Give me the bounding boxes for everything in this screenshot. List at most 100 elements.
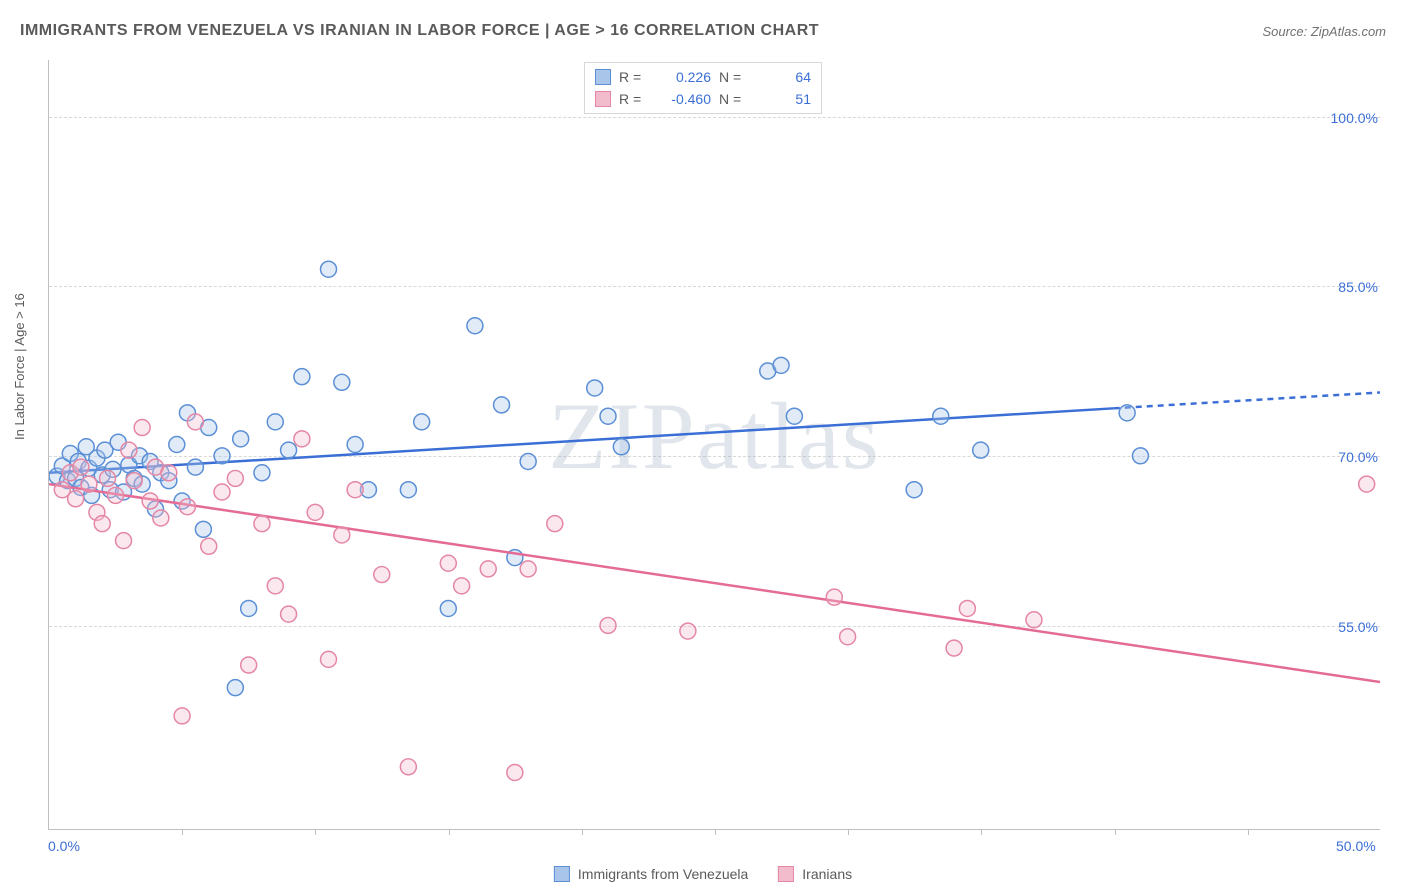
- x-tick: [1115, 829, 1116, 835]
- n-label: N =: [719, 66, 747, 88]
- point-venezuela: [187, 459, 203, 475]
- point-venezuela: [973, 442, 989, 458]
- point-venezuela: [214, 448, 230, 464]
- point-iranians: [121, 442, 137, 458]
- point-iranians: [73, 459, 89, 475]
- x-tick: [449, 829, 450, 835]
- r-label: R =: [619, 66, 647, 88]
- series-legend: Immigrants from Venezuela Iranians: [554, 866, 852, 882]
- point-venezuela: [294, 369, 310, 385]
- point-iranians: [68, 491, 84, 507]
- point-venezuela: [494, 397, 510, 413]
- x-tick: [848, 829, 849, 835]
- correlation-legend: R = 0.226 N = 64 R = -0.460 N = 51: [584, 62, 822, 114]
- point-venezuela: [241, 600, 257, 616]
- point-iranians: [826, 589, 842, 605]
- point-iranians: [400, 759, 416, 775]
- legend-item-venezuela: Immigrants from Venezuela: [554, 866, 748, 882]
- point-venezuela: [600, 408, 616, 424]
- y-axis-label: In Labor Force | Age > 16: [12, 293, 27, 440]
- point-iranians: [100, 470, 116, 486]
- legend-label-iranians: Iranians: [802, 866, 852, 882]
- legend-label-venezuela: Immigrants from Venezuela: [578, 866, 748, 882]
- swatch-blue: [595, 69, 611, 85]
- point-iranians: [547, 516, 563, 532]
- point-iranians: [201, 538, 217, 554]
- n-label: N =: [719, 88, 747, 110]
- point-iranians: [959, 600, 975, 616]
- point-iranians: [267, 578, 283, 594]
- point-iranians: [241, 657, 257, 673]
- point-iranians: [174, 708, 190, 724]
- point-iranians: [108, 487, 124, 503]
- point-venezuela: [400, 482, 416, 498]
- x-tick: [981, 829, 982, 835]
- x-tick: [182, 829, 183, 835]
- point-iranians: [1359, 476, 1375, 492]
- n-value-iranians: 51: [755, 88, 811, 110]
- trend-line-iranians: [49, 484, 1380, 682]
- point-iranians: [126, 473, 142, 489]
- point-iranians: [600, 617, 616, 633]
- point-iranians: [281, 606, 297, 622]
- point-venezuela: [587, 380, 603, 396]
- point-venezuela: [520, 453, 536, 469]
- point-iranians: [142, 493, 158, 509]
- point-iranians: [1026, 612, 1042, 628]
- point-iranians: [321, 651, 337, 667]
- point-iranians: [307, 504, 323, 520]
- point-venezuela: [906, 482, 922, 498]
- point-iranians: [946, 640, 962, 656]
- point-iranians: [81, 476, 97, 492]
- point-iranians: [840, 629, 856, 645]
- point-venezuela: [1132, 448, 1148, 464]
- source-attribution: Source: ZipAtlas.com: [1262, 24, 1386, 39]
- point-venezuela: [347, 437, 363, 453]
- legend-item-iranians: Iranians: [778, 866, 852, 882]
- point-iranians: [227, 470, 243, 486]
- point-venezuela: [227, 680, 243, 696]
- point-venezuela: [195, 521, 211, 537]
- point-venezuela: [267, 414, 283, 430]
- swatch-pink: [778, 866, 794, 882]
- point-iranians: [134, 420, 150, 436]
- point-venezuela: [233, 431, 249, 447]
- point-venezuela: [169, 437, 185, 453]
- point-iranians: [254, 516, 270, 532]
- point-iranians: [520, 561, 536, 577]
- point-iranians: [116, 533, 132, 549]
- legend-row-iranians: R = -0.460 N = 51: [595, 88, 811, 110]
- trend-line-dash-venezuela: [1114, 392, 1380, 408]
- point-venezuela: [414, 414, 430, 430]
- scatter-plot: [49, 60, 1380, 829]
- point-iranians: [94, 516, 110, 532]
- r-label: R =: [619, 88, 647, 110]
- x-tick: [582, 829, 583, 835]
- x-tick: [315, 829, 316, 835]
- chart-area: ZIPatlas: [48, 60, 1380, 830]
- point-venezuela: [467, 318, 483, 334]
- point-iranians: [440, 555, 456, 571]
- point-iranians: [179, 499, 195, 515]
- point-venezuela: [254, 465, 270, 481]
- point-venezuela: [773, 357, 789, 373]
- x-tick: [1248, 829, 1249, 835]
- point-venezuela: [281, 442, 297, 458]
- point-venezuela: [933, 408, 949, 424]
- point-iranians: [454, 578, 470, 594]
- point-venezuela: [786, 408, 802, 424]
- point-iranians: [187, 414, 203, 430]
- point-venezuela: [1119, 405, 1135, 421]
- trend-line-venezuela: [49, 408, 1114, 472]
- swatch-pink: [595, 91, 611, 107]
- x-tick-label: 50.0%: [1336, 838, 1376, 854]
- point-iranians: [680, 623, 696, 639]
- chart-title: IMMIGRANTS FROM VENEZUELA VS IRANIAN IN …: [20, 22, 819, 40]
- legend-row-venezuela: R = 0.226 N = 64: [595, 66, 811, 88]
- r-value-iranians: -0.460: [655, 88, 711, 110]
- point-iranians: [294, 431, 310, 447]
- point-venezuela: [440, 600, 456, 616]
- n-value-venezuela: 64: [755, 66, 811, 88]
- point-iranians: [161, 465, 177, 481]
- point-iranians: [153, 510, 169, 526]
